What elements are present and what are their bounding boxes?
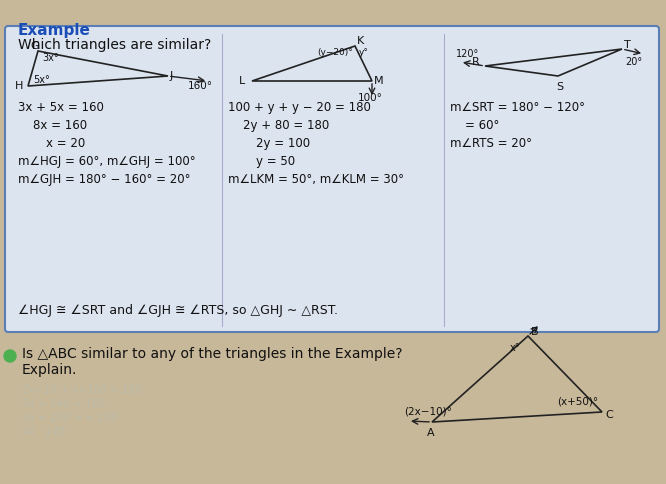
Text: 5x°: 5x° — [33, 75, 50, 85]
Text: 120°: 120° — [456, 49, 480, 59]
Text: 100 + y + y − 20 = 180: 100 + y + y − 20 = 180 — [228, 101, 371, 114]
Text: 2y = 100: 2y = 100 — [256, 136, 310, 150]
Text: Example: Example — [18, 23, 91, 38]
Text: m∠HGJ = 60°, m∠GHJ = 100°: m∠HGJ = 60°, m∠GHJ = 100° — [18, 155, 196, 167]
Text: 8x = 160: 8x = 160 — [33, 119, 87, 132]
Text: 160°: 160° — [188, 81, 213, 91]
Text: 20°: 20° — [625, 57, 642, 67]
Text: 2x−10 + x+160 = 180: 2x−10 + x+160 = 180 — [22, 384, 142, 394]
Text: A: A — [427, 427, 435, 437]
Text: M: M — [374, 76, 384, 86]
FancyBboxPatch shape — [5, 27, 659, 333]
Text: 2y + 80 = 180: 2y + 80 = 180 — [243, 119, 329, 132]
Text: B: B — [531, 326, 539, 336]
Text: m∠RTS = 20°: m∠RTS = 20° — [450, 136, 532, 150]
Text: K: K — [357, 36, 364, 46]
Text: G: G — [30, 41, 39, 51]
Text: S: S — [556, 82, 563, 92]
Text: H: H — [15, 81, 23, 91]
Text: Is △ABC similar to any of the triangles in the Example?: Is △ABC similar to any of the triangles … — [22, 346, 402, 360]
Text: y = 50: y = 50 — [256, 155, 295, 167]
Text: C: C — [605, 409, 613, 419]
Text: x = 20: x = 20 — [46, 136, 85, 150]
Text: x°: x° — [510, 342, 521, 352]
Text: 3x + 140 = 180: 3x + 140 = 180 — [22, 398, 105, 408]
Text: Explain.: Explain. — [22, 362, 77, 376]
Text: R: R — [472, 57, 480, 67]
Text: J: J — [170, 71, 173, 81]
Text: = 60°: = 60° — [465, 119, 500, 132]
Text: m∠SRT = 180° − 120°: m∠SRT = 180° − 120° — [450, 101, 585, 114]
Text: (2x−10)°: (2x−10)° — [404, 406, 452, 416]
Text: 3x = 100  x = 100: 3x = 100 x = 100 — [22, 412, 118, 422]
Text: Which triangles are similar?: Which triangles are similar? — [18, 38, 211, 52]
Text: y°: y° — [359, 48, 369, 57]
Circle shape — [4, 350, 16, 362]
Text: L: L — [239, 76, 245, 86]
Text: 3x + 5x = 160: 3x + 5x = 160 — [18, 101, 104, 114]
Text: m∠LKM = 50°, m∠KLM = 30°: m∠LKM = 50°, m∠KLM = 30° — [228, 173, 404, 186]
Text: (y−20)°: (y−20)° — [317, 48, 353, 57]
Text: m∠GJH = 180° − 160° = 20°: m∠GJH = 180° − 160° = 20° — [18, 173, 190, 186]
Text: T: T — [624, 40, 631, 50]
Text: 3x°: 3x° — [42, 53, 59, 63]
Text: 100°: 100° — [358, 93, 383, 103]
Text: ∠HGJ ≅ ∠SRT and ∠GJH ≅ ∠RTS, so △GHJ ∼ △RST.: ∠HGJ ≅ ∠SRT and ∠GJH ≅ ∠RTS, so △GHJ ∼ △… — [18, 303, 338, 317]
Text: (x+50)°: (x+50)° — [557, 396, 598, 406]
Text: 40   140: 40 140 — [22, 426, 65, 436]
